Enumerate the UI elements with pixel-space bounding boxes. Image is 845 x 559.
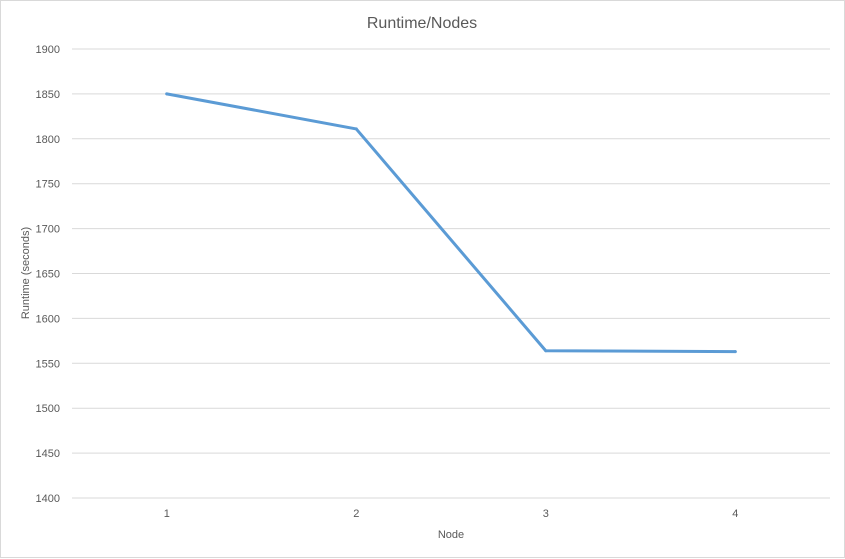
gridlines (72, 48, 830, 499)
x-tick-label: 3 (543, 508, 549, 520)
data-point (733, 350, 737, 354)
x-axis-ticks: 1 2 3 4 (164, 508, 739, 520)
y-axis-ticks: 1900 1850 1800 1750 1700 1650 1600 1550 1500 1450… (36, 44, 60, 505)
series-layer (165, 92, 737, 354)
data-point (354, 127, 358, 131)
y-tick-label: 1400 (36, 493, 60, 505)
x-axis-label: Node (438, 529, 464, 541)
y-axis-label: Runtime (seconds) (20, 227, 32, 319)
x-tick-label: 2 (353, 508, 359, 520)
y-tick-label: 1500 (36, 403, 60, 415)
y-tick-label: 1600 (36, 313, 60, 325)
y-tick-label: 1550 (36, 358, 60, 370)
series-line (165, 92, 737, 354)
y-tick-label: 1800 (36, 134, 60, 146)
y-tick-label: 1650 (36, 269, 60, 281)
data-point (544, 349, 548, 353)
y-tick-label: 1850 (36, 89, 60, 101)
y-tick-label: 1700 (36, 224, 60, 236)
chart-title: Runtime/Nodes (367, 15, 477, 32)
data-point (165, 92, 169, 96)
x-tick-label: 4 (732, 508, 738, 520)
x-tick-label: 1 (164, 508, 170, 520)
y-tick-label: 1450 (36, 448, 60, 460)
y-tick-label: 1750 (36, 179, 60, 191)
y-tick-label: 1900 (36, 44, 60, 56)
